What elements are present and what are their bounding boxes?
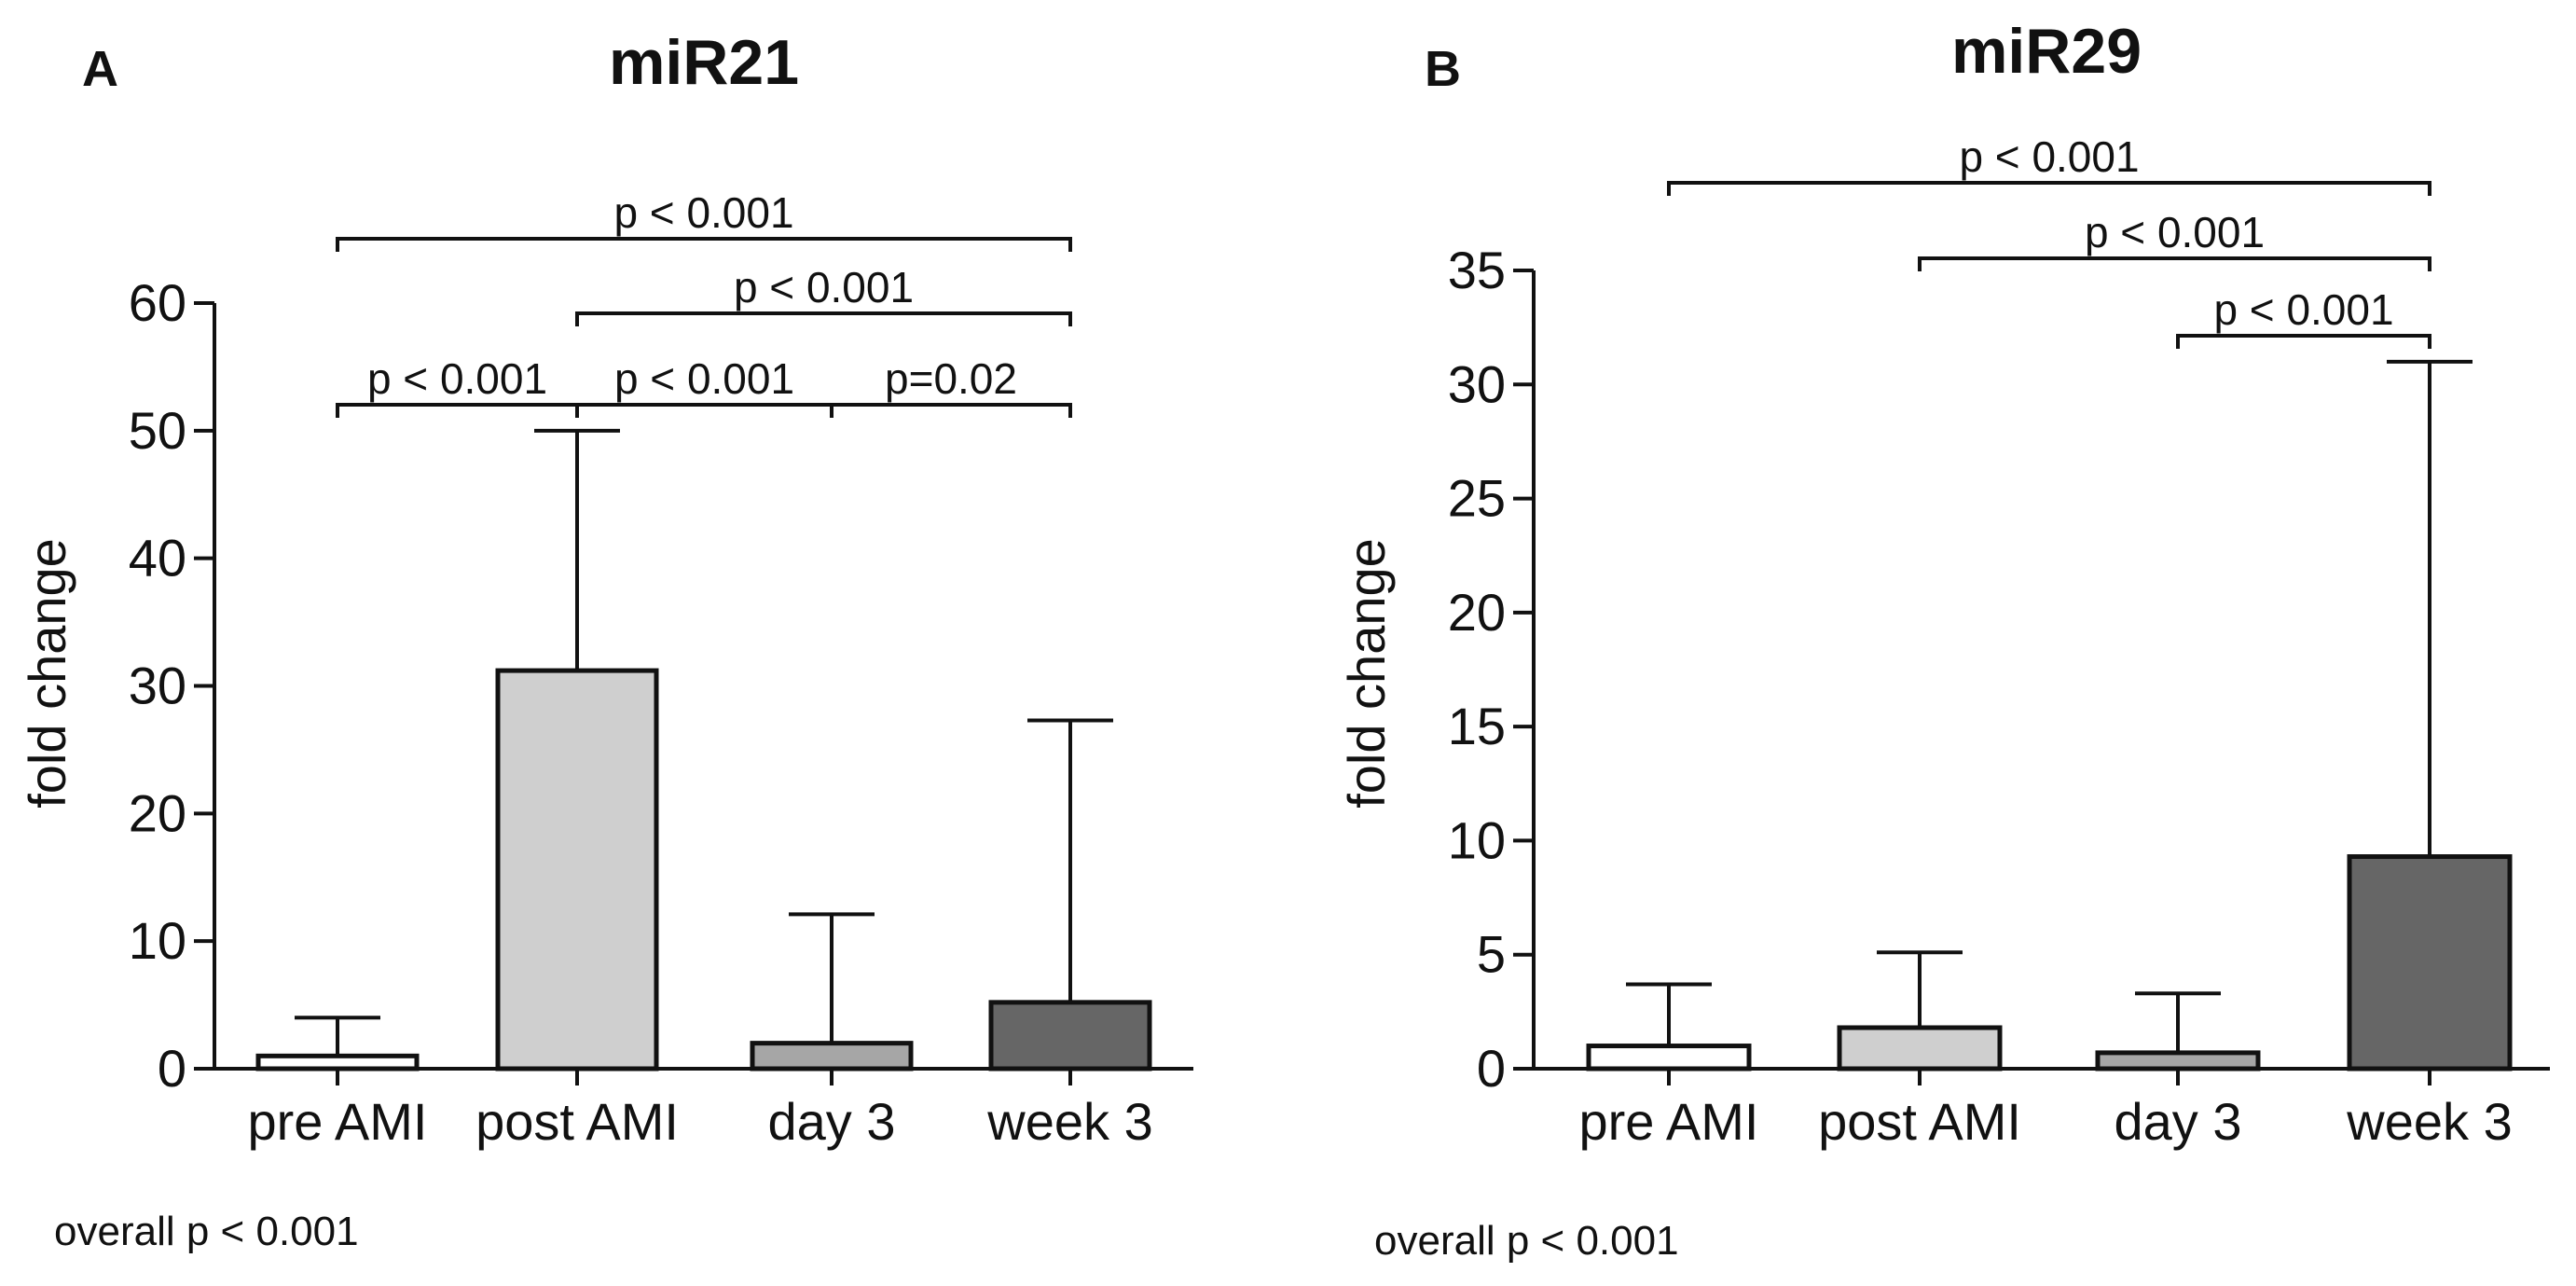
significance-bracket (336, 403, 579, 418)
y-tick-label: 20 (129, 783, 186, 842)
significance-label: p < 0.001 (734, 263, 914, 311)
overall-p-note: overall p < 0.001 (1374, 1218, 1679, 1264)
bar-3 (2095, 1050, 2261, 1072)
y-tick-label: 60 (129, 273, 186, 332)
y-tick-label: 10 (1448, 810, 1506, 869)
chart-title: miR21 (609, 27, 799, 98)
significance-bracket (575, 403, 833, 418)
category-label: pre AMI (1579, 1092, 1759, 1151)
y-tick-label: 10 (129, 911, 186, 970)
bar-4 (988, 1000, 1152, 1072)
category-label: pre AMI (248, 1092, 428, 1151)
significance-bracket (2176, 334, 2431, 349)
category-label: week 3 (986, 1092, 1152, 1151)
y-axis-label: fold change (18, 538, 76, 809)
significance-label: p=0.02 (885, 354, 1017, 403)
panel-letter: A (82, 41, 118, 97)
significance-label: p < 0.001 (1959, 132, 2139, 181)
bar-1 (255, 1053, 420, 1072)
significance-label: p < 0.001 (2213, 285, 2393, 334)
y-tick-label: 0 (158, 1039, 186, 1098)
y-tick-label: 5 (1477, 925, 1506, 984)
bar-1 (1586, 1044, 1752, 1072)
y-tick-label: 40 (129, 529, 186, 588)
y-tick-label: 25 (1448, 469, 1506, 528)
category-label: day 3 (2115, 1092, 2242, 1151)
bar-3 (750, 1041, 914, 1072)
significance-label: p < 0.001 (613, 188, 793, 237)
chart-title: miR29 (1951, 16, 2142, 87)
significance-bracket (1667, 181, 2431, 196)
y-tick-label: 20 (1448, 583, 1506, 642)
overall-p-note: overall p < 0.001 (54, 1209, 359, 1254)
bar-2 (1837, 1025, 2003, 1072)
category-label: week 3 (2346, 1092, 2512, 1151)
significance-bracket (575, 311, 1072, 326)
significance-bracket (336, 237, 1072, 252)
y-tick-label: 0 (1477, 1039, 1506, 1098)
y-tick-label: 35 (1448, 241, 1506, 299)
category-label: post AMI (1818, 1092, 2021, 1151)
significance-label: p < 0.001 (2085, 208, 2265, 256)
y-tick-label: 50 (129, 401, 186, 460)
category-label: post AMI (475, 1092, 679, 1151)
panel-letter: B (1425, 41, 1461, 97)
significance-bracket (1918, 256, 2431, 271)
bar-4 (2347, 854, 2513, 1072)
y-tick-label: 30 (1448, 354, 1506, 413)
bar-2 (495, 668, 659, 1072)
significance-label: p < 0.001 (367, 354, 547, 403)
category-label: day 3 (768, 1092, 896, 1151)
y-tick-label: 30 (129, 657, 186, 715)
y-axis-label: fold change (1337, 538, 1396, 809)
significance-label: p < 0.001 (614, 354, 794, 403)
y-tick-label: 15 (1448, 697, 1506, 755)
significance-bracket (830, 403, 1072, 418)
